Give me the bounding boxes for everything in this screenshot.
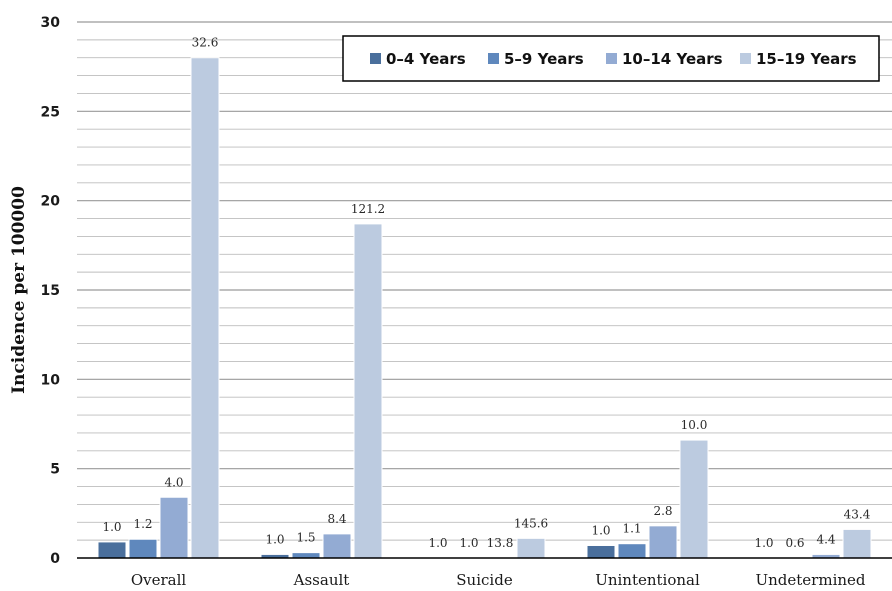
bar [159,496,189,559]
y-tick-label: 15 [41,283,60,299]
y-tick-label: 5 [50,462,60,478]
y-axis-label: Incidence per 100000 [9,186,29,394]
data-label: 0.6 [785,536,804,550]
data-label: 1.0 [265,532,284,546]
data-label: 1.0 [591,523,610,537]
category-label: Overall [131,571,187,589]
y-tick-label: 30 [41,15,61,31]
y-tick-label: 20 [41,194,61,210]
data-label: 32.6 [192,36,219,50]
legend-swatch [606,53,617,64]
bars [97,57,872,559]
bar [679,439,709,559]
data-label: 4.4 [816,532,835,546]
legend-swatch [370,53,381,64]
data-label: 1.0 [754,536,773,550]
data-label: 1.2 [133,517,152,531]
data-label: 1.0 [428,536,447,550]
category-label: Suicide [456,571,513,589]
bar [842,528,872,559]
legend-swatch [740,53,751,64]
data-labels: 1.0 1.2 4.0 32.6 1.0 1.5 8.4 121.2 1.0 1.0 13.8145… [102,36,870,550]
bar [353,223,383,559]
category-label: Unintentional [595,571,700,589]
bar [190,57,220,559]
data-label: 1.0 [102,520,121,534]
bar [322,533,352,559]
bar [586,544,616,559]
bar [648,525,678,559]
data-label: 4.0 [164,475,183,489]
data-label: 43.4 [844,507,871,521]
category-label: Undetermined [755,571,865,589]
bar [97,541,127,559]
y-tick-label: 0 [50,551,60,567]
data-label: 1.1 [622,522,641,536]
legend-entry: 15–19 Years [756,50,857,68]
category-labels: Overall Assault Suicide Unintentional Undete… [131,571,866,589]
legend-entry: 5–9 Years [504,50,584,68]
bar [128,538,158,559]
y-tick-label: 10 [41,372,61,388]
data-label: 1.5 [296,531,315,545]
category-label: Assault [293,571,350,589]
data-label: 2.8 [653,504,672,518]
data-label: 121.2 [351,202,385,216]
y-tick-label: 25 [41,104,60,120]
legend: 0–4 Years 5–9 Years 10–14 Years 15–19 Years [342,35,880,82]
data-label: 8.4 [327,512,346,526]
data-label: 1.0 [459,536,478,550]
data-label: 10.0 [681,418,708,432]
data-label: 13.8 [487,536,514,550]
legend-swatch [488,53,499,64]
data-label: 145.6 [514,516,548,530]
y-axis-ticks: 0 5 10 15 20 25 30 [41,15,61,567]
bar [291,552,321,559]
legend-entry: 0–4 Years [386,50,466,68]
bar [617,543,647,559]
legend-entry: 10–14 Years [622,50,723,68]
bar [516,537,546,559]
